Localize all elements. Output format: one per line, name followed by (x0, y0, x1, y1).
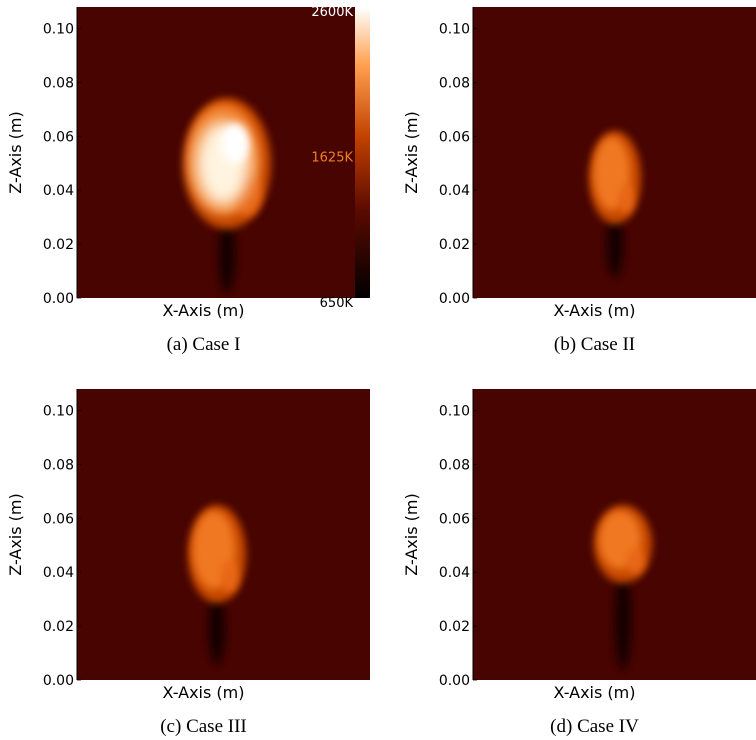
caption: (c) Case III (160, 716, 247, 737)
y-axis-label: Z-Axis (m) (6, 111, 25, 193)
y-tick-label: 0.04 (439, 565, 470, 581)
y-axis-label: Z-Axis (m) (402, 493, 421, 575)
figure: 0.00 0.02 0.04 0.06 0.08 0.10 X-Axis (m) Z-Axis… (0, 0, 756, 740)
y-tick-label: 0.00 (43, 673, 74, 689)
y-tick-label: 0.04 (43, 183, 74, 199)
y-tick-label: 0.02 (43, 237, 74, 253)
flame-lobe (627, 549, 645, 574)
y-tick-label: 0.02 (439, 237, 470, 253)
y-tick-label: 0.10 (439, 404, 470, 420)
y-tick-label: 0.10 (43, 404, 74, 420)
flame-core (221, 124, 249, 164)
y-tick-label: 0.02 (439, 619, 470, 635)
flame-lobe (221, 561, 239, 593)
panel: 0.00 0.02 0.04 0.06 0.08 0.10 X-Axis (m) Z-Axis… (6, 389, 370, 737)
caption: (d) Case IV (550, 716, 639, 737)
x-axis-label: X-Axis (m) (163, 683, 245, 702)
y-tick-label: 0.06 (43, 511, 74, 527)
caption: (b) Case II (554, 334, 635, 355)
colorbar-label: 2600K (311, 5, 353, 20)
y-tick-label: 0.00 (439, 291, 470, 307)
y-tick-label: 0.00 (439, 673, 470, 689)
flame-lobe (618, 184, 633, 214)
y-tick-label: 0.10 (439, 22, 470, 38)
y-tick-label: 0.02 (43, 619, 74, 635)
colorbar (355, 7, 370, 298)
y-tick-label: 0.08 (43, 457, 74, 473)
plume (615, 569, 631, 669)
x-axis-label: X-Axis (m) (554, 301, 636, 320)
y-tick-label: 0.06 (43, 129, 74, 145)
y-tick-label: 0.06 (439, 129, 470, 145)
colorbar-label: 650K (320, 296, 354, 311)
panel: 0.00 0.02 0.04 0.06 0.08 0.10 X-Axis (m) Z-Axis… (6, 5, 370, 355)
caption: (a) Case I (167, 334, 241, 355)
panel: 0.00 0.02 0.04 0.06 0.08 0.10 X-Axis (m) Z-Axis… (402, 7, 756, 355)
y-tick-label: 0.00 (43, 291, 74, 307)
y-tick-label: 0.04 (439, 183, 470, 199)
y-tick-label: 0.08 (439, 457, 470, 473)
x-axis-label: X-Axis (m) (554, 683, 636, 702)
x-axis-label: X-Axis (m) (163, 301, 245, 320)
colorbar-label: 1625K (311, 151, 353, 166)
y-axis-label: Z-Axis (m) (402, 111, 421, 193)
y-axis-label: Z-Axis (m) (6, 493, 25, 575)
y-tick-label: 0.10 (43, 22, 74, 38)
y-tick-label: 0.08 (43, 75, 74, 91)
y-tick-label: 0.04 (43, 565, 74, 581)
y-tick-label: 0.06 (439, 511, 470, 527)
panel: 0.00 0.02 0.04 0.06 0.08 0.10 X-Axis (m) Z-Axis… (402, 389, 756, 737)
y-tick-label: 0.08 (439, 75, 470, 91)
